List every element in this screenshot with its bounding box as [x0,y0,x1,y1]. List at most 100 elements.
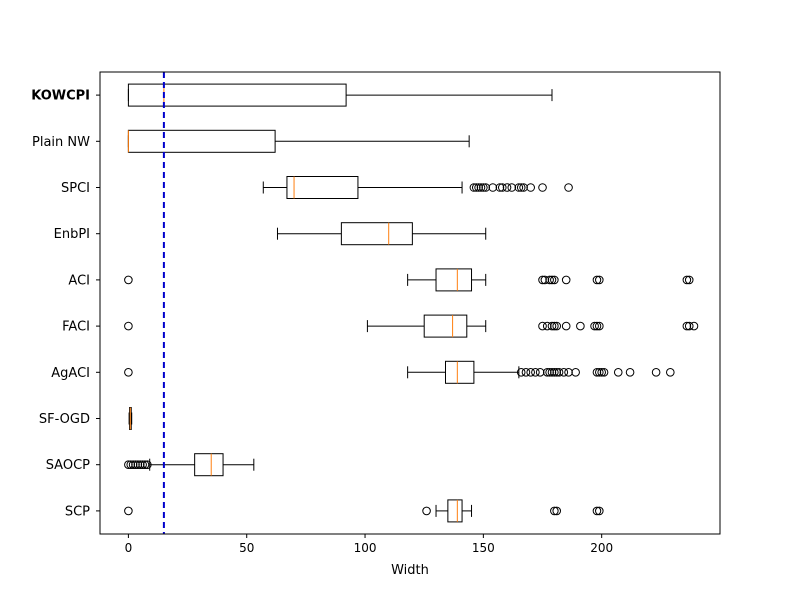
outlier-point [531,368,540,377]
outlier-point [138,460,147,470]
outlier-point [143,460,152,470]
outlier-point [514,183,524,192]
outlier-point [547,368,557,377]
outlier-point [552,506,562,516]
y-tick-label: AgACI [51,366,90,381]
box-iqr [286,176,359,199]
outlier-point [564,368,573,377]
boxplot-kowcpi [127,83,553,107]
outlier-point [495,183,505,192]
outlier-point [595,321,604,331]
x-tick-label: 200 [590,541,613,555]
boxplot-saocp [124,453,255,477]
outlier-point [488,183,498,192]
outlier-point [516,183,526,192]
box-iqr [194,453,224,477]
y-tick-label: Plain NW [32,135,90,150]
boxplot-enbpi [276,222,487,246]
outlier-point [682,321,692,331]
outlier-point [550,368,559,377]
outlier-point [592,275,602,285]
x-tick-label: 150 [472,541,495,555]
outlier-point [133,460,143,470]
outlier-point [519,183,528,192]
outlier-point [550,506,559,516]
outlier-point [684,275,694,285]
outlier-point [564,183,573,192]
box-iqr [447,499,463,523]
y-tick-label: SCP [65,504,90,519]
outlier-point [550,321,559,331]
y-tick-label: ACI [68,273,90,288]
y-tick-label: SPCI [61,181,90,196]
outlier-point [689,321,699,331]
outlier-point [131,460,140,470]
outlier-point [124,506,133,516]
y-tick-label: FACI [62,320,90,335]
outlier-point [542,368,552,377]
outlier-point [592,321,602,331]
outlier-point [550,275,559,285]
box-iqr [435,268,473,292]
outlier-point [595,506,604,516]
outlier-point [526,183,535,192]
plot-frame [99,71,721,535]
outlier-point [595,275,604,285]
boxplot-spci [262,176,573,199]
outlier-point [561,321,571,331]
outlier-point [538,321,547,331]
box-iqr [444,360,475,384]
outlier-point [140,460,150,470]
boxplot-faci [124,314,699,338]
outlier-point [124,275,133,285]
outlier-point [592,368,602,377]
outlier-point [474,183,483,192]
outlier-point [471,183,481,192]
outlier-point [507,183,517,192]
x-axis: 0 50 100 150 200 [125,534,613,555]
box-iqr [423,314,468,338]
outlier-point [613,368,623,377]
y-tick-label: SF-OGD [39,412,90,427]
outlier-point [545,275,554,285]
outlier-point [521,368,531,377]
outlier-point [538,183,547,192]
x-axis-label: Width [391,563,429,578]
outlier-point [481,183,491,192]
outlier-point [479,183,488,192]
outlier-point [561,275,571,285]
box-iqr [340,222,413,246]
y-tick-label: KOWCPI [31,89,90,104]
outlier-point [135,460,145,470]
outlier-point [124,368,133,377]
outlier-point [124,321,133,331]
boxplot-agaci [124,360,675,384]
x-tick-label: 50 [239,541,254,555]
boxplot-sf-ogd [128,407,133,430]
outlier-point [595,368,604,377]
outlier-point [552,368,562,377]
outlier-point [469,183,479,192]
outlier-point [542,321,552,331]
box-iqr [127,129,276,153]
y-tick-label: EnbPI [54,227,90,242]
outlier-point [666,368,675,377]
outlier-point [476,183,486,192]
outlier-point [128,460,138,470]
outlier-point [526,368,535,377]
outlier-point [559,368,569,377]
outlier-point [126,460,136,470]
y-axis: KOWCPI Plain NW SPCI EnbPI ACI FACI AgACI SF-OG… [31,89,100,519]
outlier-point [554,368,564,377]
outlier-point [124,460,133,470]
outlier-point [552,321,562,331]
outlier-point [497,183,507,192]
outlier-point [516,368,526,377]
outlier-point [599,368,609,377]
boxplot-aci [124,268,694,292]
outlier-point [545,368,554,377]
boxplot-series [124,83,699,523]
boxplot-plain-nw [127,129,470,153]
